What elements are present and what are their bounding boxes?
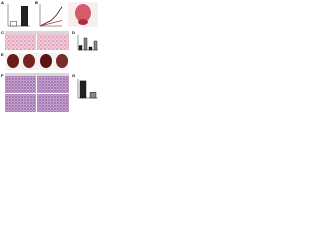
panel-label: B [35, 0, 38, 5]
figure: A B C D E F G [1, 0, 98, 112]
line [39, 20, 63, 27]
bar [93, 40, 98, 51]
panel-label: F [1, 73, 4, 78]
panel-label: G [72, 73, 75, 78]
axis [39, 4, 62, 27]
kidney-row [5, 53, 69, 70]
bar [83, 37, 88, 51]
bar [21, 5, 29, 27]
histology-row [5, 31, 69, 50]
bar [79, 80, 87, 99]
panel-label: A [1, 0, 4, 5]
bar [78, 45, 83, 51]
line [39, 6, 63, 27]
bar [9, 21, 17, 27]
organ-photo [68, 2, 98, 27]
panel-label: E [1, 52, 4, 57]
bar [89, 92, 97, 99]
panel-label: D [72, 30, 75, 35]
panel-label: C [1, 30, 4, 35]
stain-grid [5, 73, 69, 112]
bar [88, 46, 93, 51]
